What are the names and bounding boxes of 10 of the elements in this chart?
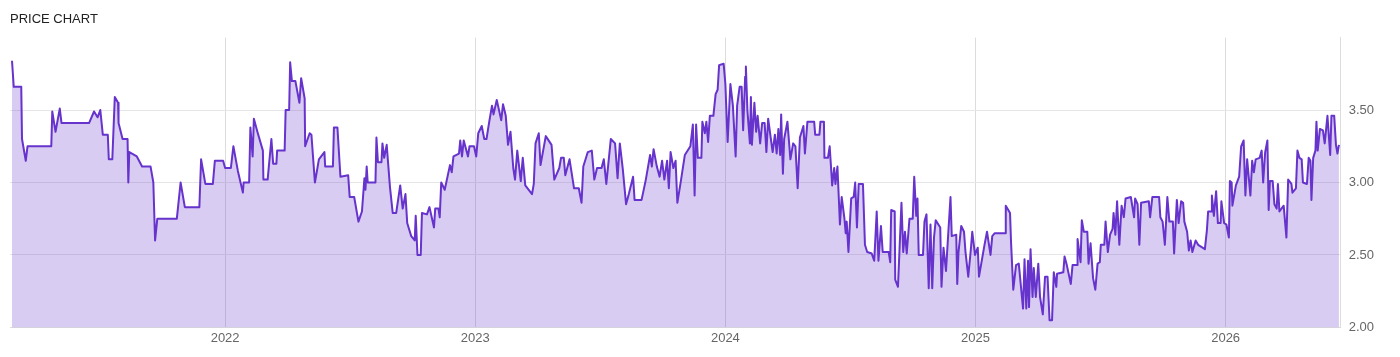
y-tick-label: 2.50	[1348, 246, 1375, 262]
y-tick-label: 3.00	[1348, 174, 1375, 190]
x-tick-label: 2025	[961, 329, 990, 345]
y-tick-label: 2.00	[1348, 318, 1375, 334]
y-tick-label: 3.50	[1348, 101, 1375, 117]
x-tick-label: 2023	[460, 329, 490, 345]
x-tick-label: 2026	[1211, 329, 1241, 345]
x-tick-label: 2024	[710, 329, 740, 345]
x-tick-label: 2022	[210, 329, 240, 345]
chart-title: PRICE CHART	[10, 11, 98, 27]
